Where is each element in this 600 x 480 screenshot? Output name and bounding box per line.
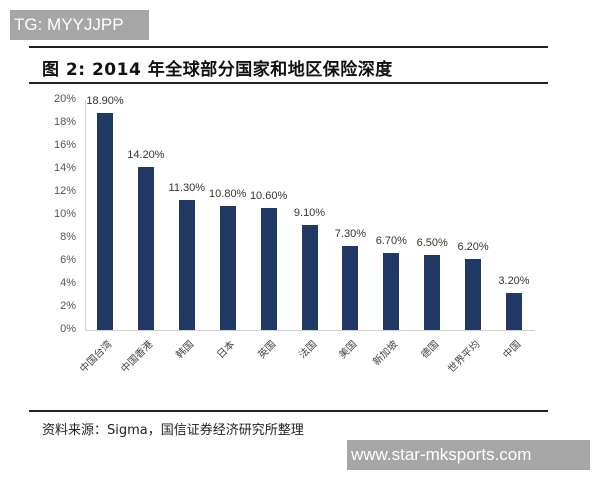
value-label: 7.30% xyxy=(334,228,366,241)
y-tick-label: 8% xyxy=(60,231,76,243)
x-tick-label: 中国香港 xyxy=(119,339,156,376)
y-tick-label: 16% xyxy=(53,139,76,151)
bar xyxy=(424,255,441,330)
bar xyxy=(301,225,318,330)
x-tick-label: 美国 xyxy=(337,339,360,361)
x-tick-label: 中国 xyxy=(501,339,524,361)
title-bottom-rule xyxy=(29,82,548,84)
bar xyxy=(219,205,236,330)
x-tick-label: 中国台湾 xyxy=(78,339,115,376)
value-label: 9.10% xyxy=(293,207,326,220)
x-tick-label: 法国 xyxy=(296,339,319,361)
bar xyxy=(178,200,195,330)
value-label: 10.60% xyxy=(249,190,288,203)
bar-chart: 0% 2% 4% 6% 8% 10% 12% 14% 16% 18% 20% 18.90% 中国台湾 14… xyxy=(53,93,535,376)
x-tick-label: 德国 xyxy=(419,339,442,361)
bar xyxy=(383,252,400,330)
x-tick-label: 世界平均 xyxy=(446,339,483,376)
value-label: 11.30% xyxy=(168,182,206,195)
bar xyxy=(342,246,359,330)
y-tick-label: 2% xyxy=(60,300,76,312)
value-label: 6.20% xyxy=(457,240,489,253)
bar xyxy=(465,258,482,330)
value-label: 10.80% xyxy=(209,187,247,200)
x-axis xyxy=(85,330,535,331)
y-tick-label: 18% xyxy=(53,116,76,128)
y-tick-label: 4% xyxy=(60,277,76,289)
y-tick-label: 12% xyxy=(53,185,76,197)
figure-title: 图 2: 2014 年全球部分国家和地区保险深度 xyxy=(42,60,393,80)
x-tick-label: 新加坡 xyxy=(371,339,401,369)
bar xyxy=(97,112,113,330)
value-label: 3.20% xyxy=(498,275,530,288)
y-tick-label: 0% xyxy=(60,323,76,335)
source-top-rule xyxy=(29,410,548,412)
x-tick-label: 韩国 xyxy=(174,339,197,361)
bar xyxy=(137,166,154,330)
watermark-bottom: www.star-mksports.com xyxy=(347,440,590,470)
y-tick-label: 14% xyxy=(53,162,76,174)
watermark-top: TG: MYYJJPP xyxy=(10,10,149,40)
bar xyxy=(506,293,522,330)
value-label: 14.20% xyxy=(127,148,165,161)
y-axis xyxy=(85,100,86,330)
value-label: 18.90% xyxy=(86,94,124,107)
x-tick-label: 英国 xyxy=(255,339,278,361)
y-tick-label: 10% xyxy=(53,208,76,220)
y-tick-label: 20% xyxy=(53,93,76,105)
bar xyxy=(260,208,277,330)
y-tick-label: 6% xyxy=(60,254,76,266)
value-label: 6.70% xyxy=(375,234,407,247)
value-label: 6.50% xyxy=(416,237,448,250)
x-tick-label: 日本 xyxy=(215,339,238,361)
title-top-rule xyxy=(29,46,548,48)
source-note: 资料来源：Sigma，国信证券经济研究所整理 xyxy=(42,423,304,438)
